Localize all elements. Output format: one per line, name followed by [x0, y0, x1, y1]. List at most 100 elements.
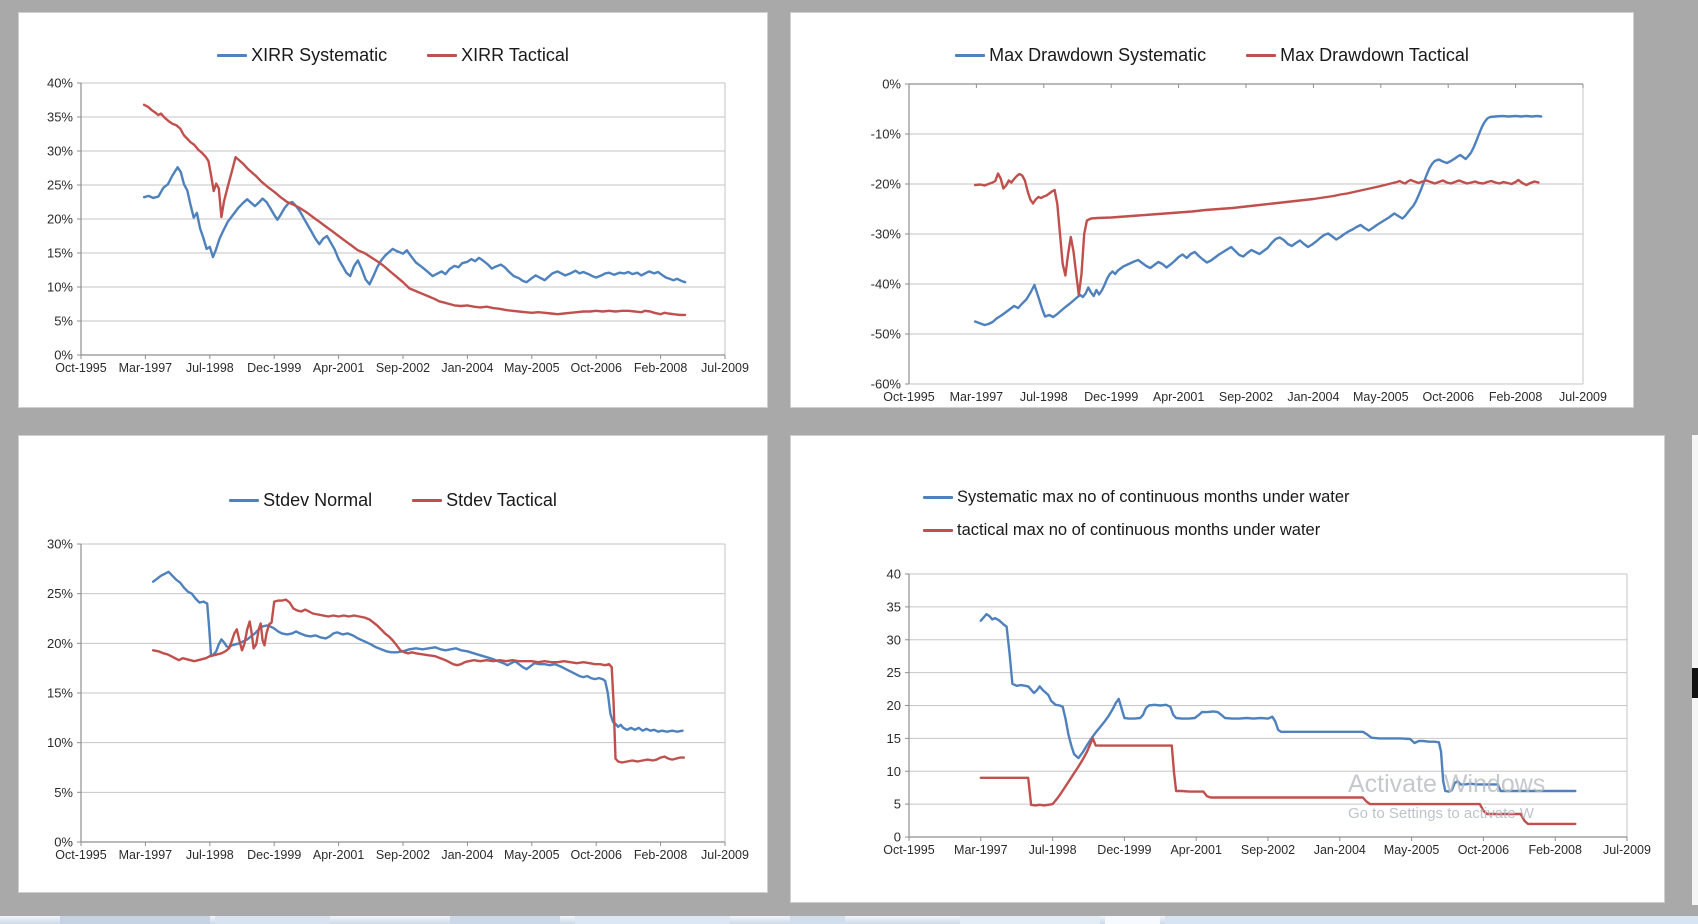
series-lines	[151, 570, 685, 764]
svg-text:15%: 15%	[47, 246, 73, 261]
sheet-tab-segment[interactable]	[60, 916, 210, 924]
svg-text:40%: 40%	[47, 76, 73, 91]
sheet-tab-segment[interactable]	[575, 916, 730, 924]
legend-line-icon	[217, 53, 248, 58]
legend-label: Stdev Tactical	[446, 490, 557, 510]
series-lines	[973, 114, 1543, 327]
legend-label: Max Drawdown Systematic	[989, 45, 1207, 65]
axes	[77, 82, 726, 359]
svg-text:Mar-1997: Mar-1997	[119, 848, 173, 862]
right-edge-black-marker	[1692, 668, 1698, 698]
svg-text:15%: 15%	[47, 686, 73, 701]
svg-text:Oct-2006: Oct-2006	[1422, 390, 1473, 404]
svg-text:Jul-1998: Jul-1998	[186, 361, 234, 375]
svg-text:Oct-2006: Oct-2006	[570, 848, 621, 862]
svg-text:Jul-2009: Jul-2009	[701, 848, 749, 862]
legend-label: Max Drawdown Tactical	[1280, 45, 1469, 65]
legend-label: XIRR Systematic	[251, 45, 388, 65]
series-line	[973, 114, 1543, 327]
axis-labels: 40% 35% 30% 25% 20% 15% 10% 5% 0%Oct-1995 Mar-199…	[47, 76, 749, 376]
svg-text:May-2005: May-2005	[504, 848, 560, 862]
svg-text:Mar-1997: Mar-1997	[954, 843, 1008, 857]
chart-panel-xirr[interactable]: XIRR Systematic XIRR Tactical 40% 35% 30% 2…	[18, 12, 768, 408]
svg-text:Apr-2001: Apr-2001	[1170, 843, 1221, 857]
legend-label: XIRR Tactical	[461, 45, 569, 65]
svg-text:-30%: -30%	[871, 227, 902, 242]
sheet-tab-segment[interactable]	[1105, 916, 1160, 924]
svg-text:0%: 0%	[54, 835, 73, 850]
svg-text:Feb-2008: Feb-2008	[634, 848, 688, 862]
svg-text:Sep-2002: Sep-2002	[376, 361, 430, 375]
svg-text:-50%: -50%	[871, 327, 902, 342]
gridlines	[81, 543, 726, 843]
svg-text:Feb-2008: Feb-2008	[634, 361, 688, 375]
xirr-legend: XIRR Systematic XIRR Tactical	[19, 45, 767, 66]
underwater-legend: Systematic max no of continuous months u…	[923, 488, 1350, 540]
legend-item-dd-systematic: Max Drawdown Systematic	[955, 45, 1206, 66]
sheet-tab-segment[interactable]	[450, 916, 560, 924]
series-line	[979, 737, 1577, 826]
series-lines	[142, 103, 687, 317]
svg-text:10%: 10%	[47, 280, 73, 295]
max-drawdown-legend: Max Drawdown Systematic Max Drawdown Tac…	[791, 45, 1633, 66]
svg-text:Feb-2008: Feb-2008	[1489, 390, 1543, 404]
sheet-tabs-strip[interactable]	[0, 916, 1698, 924]
gridlines	[81, 82, 726, 356]
svg-text:30: 30	[887, 632, 901, 647]
series-line	[151, 598, 685, 764]
legend-label: Systematic max no of continuous months u…	[957, 488, 1350, 506]
svg-text:Dec-1999: Dec-1999	[247, 848, 301, 862]
svg-text:-20%: -20%	[871, 177, 902, 192]
svg-text:Jul-1998: Jul-1998	[186, 848, 234, 862]
svg-text:0%: 0%	[882, 77, 901, 92]
right-edge-window-sliver	[1692, 435, 1698, 905]
axes	[77, 543, 726, 846]
svg-text:Jul-2009: Jul-2009	[1603, 843, 1651, 857]
svg-text:0: 0	[894, 830, 901, 845]
svg-text:-40%: -40%	[871, 277, 902, 292]
legend-line-icon	[229, 498, 260, 503]
series-line	[979, 612, 1577, 793]
legend-label: tactical max no of continuous months und…	[957, 521, 1321, 539]
svg-text:Oct-2006: Oct-2006	[570, 361, 621, 375]
sheet-tab-segment[interactable]	[790, 916, 845, 924]
svg-text:May-2005: May-2005	[1353, 390, 1409, 404]
svg-text:Mar-1997: Mar-1997	[119, 361, 173, 375]
svg-text:Jan-2004: Jan-2004	[1314, 843, 1366, 857]
legend-item-xirr-tactical: XIRR Tactical	[427, 45, 569, 66]
svg-text:20: 20	[887, 698, 901, 713]
svg-text:Apr-2001: Apr-2001	[313, 848, 364, 862]
svg-text:30%: 30%	[47, 144, 73, 159]
chart-panel-max-drawdown[interactable]: Max Drawdown Systematic Max Drawdown Tac…	[790, 12, 1634, 408]
sheet-tab-segment[interactable]	[215, 916, 330, 924]
svg-text:Jul-2009: Jul-2009	[1559, 390, 1607, 404]
svg-text:Dec-1999: Dec-1999	[247, 361, 301, 375]
svg-text:Oct-2006: Oct-2006	[1458, 843, 1509, 857]
sheet-tab-segment[interactable]	[1165, 916, 1698, 924]
series-line	[142, 103, 687, 317]
svg-text:Dec-1999: Dec-1999	[1097, 843, 1151, 857]
xirr-plot-area: 40% 35% 30% 25% 20% 15% 10% 5% 0%Oct-1995 Mar-199…	[47, 76, 749, 376]
svg-text:Jul-1998: Jul-1998	[1029, 843, 1077, 857]
legend-item-uw-tactical: tactical max no of continuous months und…	[923, 521, 1350, 540]
svg-text:Jul-1998: Jul-1998	[1020, 390, 1068, 404]
svg-text:Oct-1995: Oct-1995	[55, 361, 106, 375]
chart-panel-stdev[interactable]: Stdev Normal Stdev Tactical 30% 25% 20% 15%…	[18, 435, 768, 893]
axis-labels: 0% -10% -20% -30% -40% -50% -60%Oct-1995 Mar-19…	[871, 77, 1607, 405]
sheet-tab-segment[interactable]	[960, 916, 1100, 924]
svg-text:Apr-2001: Apr-2001	[313, 361, 364, 375]
series-line	[973, 172, 1540, 297]
legend-line-icon	[412, 498, 443, 503]
legend-line-icon	[923, 528, 953, 533]
series-line	[142, 166, 687, 286]
legend-item-xirr-systematic: XIRR Systematic	[217, 45, 387, 66]
svg-text:35: 35	[887, 599, 901, 614]
chart-panel-underwater[interactable]: Systematic max no of continuous months u…	[790, 435, 1665, 903]
svg-text:Sep-2002: Sep-2002	[1219, 390, 1273, 404]
axes	[905, 573, 1628, 841]
legend-line-icon	[1246, 53, 1277, 58]
svg-text:5: 5	[894, 797, 901, 812]
max-drawdown-plot-area: 0% -10% -20% -30% -40% -50% -60%Oct-1995 Mar-19…	[871, 77, 1607, 405]
legend-item-stdev-tactical: Stdev Tactical	[412, 490, 557, 511]
